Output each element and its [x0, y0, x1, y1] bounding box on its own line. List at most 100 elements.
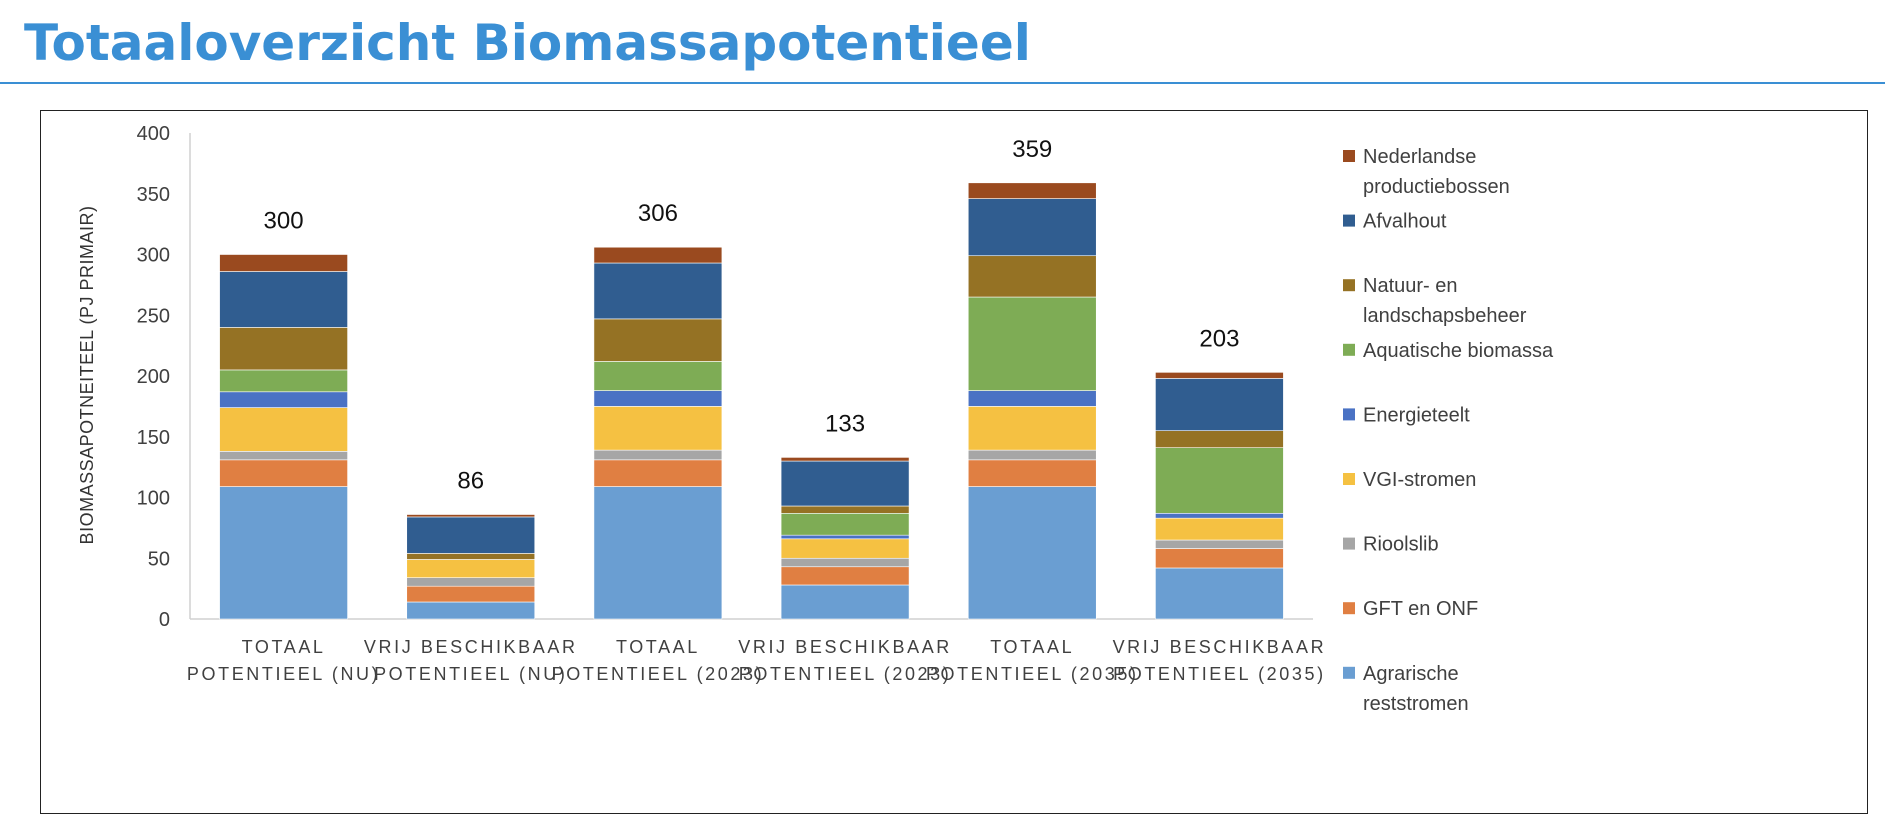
legend-label: Afvalhout: [1363, 211, 1447, 233]
y-tick-label: 350: [137, 184, 170, 206]
bar-segment: [967, 255, 1097, 298]
total-label: 86: [457, 468, 484, 495]
axes: [189, 133, 1313, 620]
bar-segment: [967, 198, 1097, 257]
x-tick-label: POTENTIEEL (2035): [926, 664, 1139, 684]
y-ticks: 0 50 100 150 200 250 300 350 400: [137, 123, 170, 631]
legend-label: landschapsbeheer: [1363, 305, 1527, 327]
bar-segment: [967, 182, 1097, 199]
bar-segment: [1155, 539, 1284, 549]
bar-segment: [1155, 430, 1284, 448]
x-tick-labels: TOTAAL POTENTIEEL (NU) VRIJ BESCHIKBAAR POT…: [187, 637, 1327, 684]
legend-swatch: [1343, 279, 1355, 292]
x-tick-label: POTENTIEEL (NU): [187, 664, 380, 684]
bar-segment: [1155, 517, 1284, 541]
legend-swatch: [1343, 602, 1355, 615]
bar-segment: [1155, 372, 1284, 379]
y-tick-label: 150: [137, 427, 170, 449]
bar-segment: [780, 538, 910, 559]
legend-label: Rioolslib: [1363, 534, 1439, 556]
bar-segment: [593, 262, 723, 320]
bar-segment: [967, 459, 1097, 487]
bar-segment: [967, 449, 1097, 461]
x-tick-label: VRIJ BESCHIKBAAR: [738, 637, 952, 657]
bar-segment: [780, 457, 910, 462]
bar-segment: [593, 390, 723, 407]
x-tick-label: POTENTIEEL (NU): [374, 664, 567, 684]
bar-segment: [593, 246, 723, 264]
bar-segment: [593, 459, 723, 487]
total-label: 300: [264, 208, 304, 235]
bar-segment: [219, 486, 348, 620]
x-tick-label: POTENTIEEL (2023): [552, 664, 765, 684]
bar-segment: [1155, 447, 1284, 514]
legend-swatch: [1343, 214, 1355, 227]
total-label: 306: [638, 200, 678, 227]
bar-segment: [593, 406, 723, 451]
bar-segment: [780, 566, 910, 586]
bar-segment: [219, 407, 348, 452]
y-axis-title: BIOMASSAPOTNEITEEL (PJ PRIMAIR): [77, 206, 97, 545]
legend-label: VGI-stromen: [1363, 469, 1476, 491]
bar-segment: [593, 486, 723, 620]
bar-segment: [780, 460, 910, 507]
bar-segment: [1155, 567, 1284, 620]
legend-swatch: [1343, 473, 1355, 485]
y-tick-label: 100: [137, 488, 170, 510]
bar-segment: [1155, 548, 1284, 569]
total-label: 359: [1012, 136, 1052, 163]
legend: Nederlandse productiebossen Afvalhout Natuu…: [1343, 146, 1554, 715]
y-tick-label: 250: [137, 305, 170, 327]
stacked-bar-chart: BIOMASSAPOTNEITEEL (PJ PRIMAIR) 0 50 100 15…: [77, 123, 1554, 715]
bar-segment: [780, 557, 910, 568]
bar-segment: [967, 296, 1097, 391]
x-tick-label: VRIJ BESCHIKBAAR: [364, 637, 578, 657]
legend-label: Nederlandse: [1363, 146, 1476, 168]
legend-label: GFT en ONF: [1363, 598, 1478, 620]
legend-swatch: [1343, 150, 1355, 162]
legend-label: Aquatische biomassa: [1363, 340, 1554, 362]
total-labels: 300 86 306 133 359 203: [264, 136, 1240, 495]
bar-segment: [219, 327, 348, 371]
bar-segment: [967, 390, 1097, 407]
bar-segment: [219, 254, 348, 272]
bar-segment: [406, 553, 536, 560]
legend-swatch: [1343, 343, 1355, 356]
bar-segment: [780, 534, 910, 540]
total-label: 203: [1199, 325, 1239, 352]
bar-segment: [406, 601, 536, 620]
bar-segment: [219, 369, 348, 393]
legend-label: Agrarische: [1363, 663, 1459, 685]
bar-segment: [967, 406, 1097, 451]
chart-frame: BIOMASSAPOTNEITEEL (PJ PRIMAIR) 0 50 100 15…: [40, 110, 1868, 814]
y-tick-label: 400: [137, 123, 170, 145]
y-tick-label: 300: [137, 245, 170, 267]
x-tick-label: POTENTIEEL (2023): [739, 664, 952, 684]
title-divider: [0, 82, 1885, 84]
bar-segment: [406, 559, 536, 578]
legend-label: Natuur- en: [1363, 275, 1458, 297]
x-tick-label: VRIJ BESCHIKBAAR: [1113, 637, 1327, 657]
legend-label: Energieteelt: [1363, 404, 1470, 426]
bar-segment: [219, 271, 348, 328]
bar-segment: [219, 451, 348, 461]
bar-segment: [593, 318, 723, 362]
bar-segment: [780, 512, 910, 536]
legend-swatch: [1343, 666, 1355, 679]
legend-label: productiebossen: [1363, 176, 1510, 198]
y-tick-label: 0: [159, 609, 170, 631]
y-tick-label: 50: [148, 548, 170, 570]
y-axis-label-group: BIOMASSAPOTNEITEEL (PJ PRIMAIR): [77, 206, 97, 545]
bar-segment: [780, 505, 910, 514]
bar-segment: [780, 584, 910, 620]
x-tick-label: TOTAAL: [990, 637, 1074, 657]
bar-segment: [967, 486, 1097, 620]
bar-segment: [1155, 378, 1284, 431]
y-tick-label: 200: [137, 366, 170, 388]
bar-segment: [406, 514, 536, 518]
bar-segment: [406, 585, 536, 603]
bar-segment: [593, 361, 723, 391]
page-title: Totaaloverzicht Biomassapotentieel: [24, 14, 1031, 72]
x-tick-label: POTENTIEEL (2035): [1113, 664, 1326, 684]
legend-swatch: [1343, 537, 1355, 550]
